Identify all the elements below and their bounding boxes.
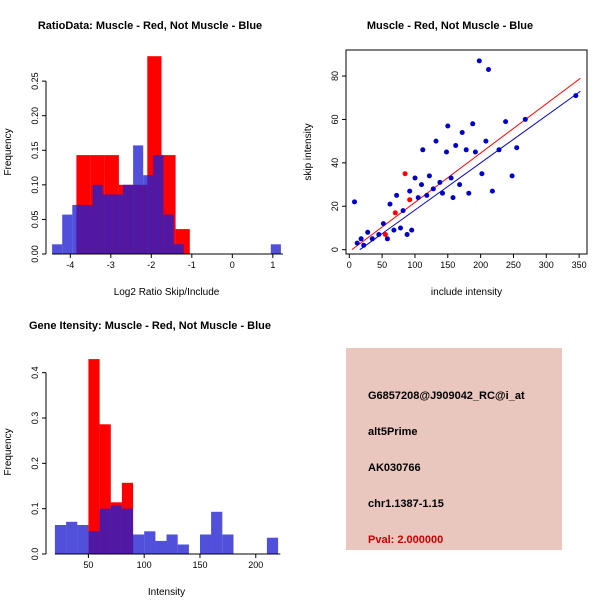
svg-text:200: 200 <box>473 260 488 270</box>
scatter-title: Muscle - Red, Not Muscle - Blue <box>366 20 534 32</box>
gene-intensity-title: Gene Itensity: Muscle - Red, Not Muscle … <box>28 320 272 332</box>
svg-text:Log2 Ratio Skip/Include: Log2 Ratio Skip/Include <box>114 287 220 298</box>
svg-text:-1: -1 <box>188 260 196 270</box>
pval-text: Pval: 2.000000 <box>368 534 444 546</box>
panel-ratio-histogram: RatioData: Muscle - Red, Not Muscle - Bl… <box>0 0 300 300</box>
svg-text:0.00: 0.00 <box>30 245 40 263</box>
svg-text:50: 50 <box>83 560 93 570</box>
probe-id-text: G6857208@J909042_RC@i_at <box>368 390 525 402</box>
svg-text:100: 100 <box>407 260 422 270</box>
info-panel: G6857208@J909042_RC@i_at alt5Prime AK030… <box>346 348 562 550</box>
svg-text:100: 100 <box>137 560 152 570</box>
svg-text:300: 300 <box>539 260 554 270</box>
svg-text:150: 150 <box>440 260 455 270</box>
splice-type-text: alt5Prime <box>368 426 418 438</box>
ratio-histogram-chart: -4 -3 -2 -1 0 1 0.00 0.05 0.10 0.15 0.20 0.25 Log2 R… <box>3 56 283 298</box>
svg-text:Frequency: Frequency <box>3 428 14 475</box>
svg-text:-3: -3 <box>107 260 115 270</box>
locus-text: chr1.1387-1.15 <box>368 498 444 510</box>
svg-text:40: 40 <box>330 158 340 168</box>
svg-text:0.05: 0.05 <box>30 211 40 229</box>
scatter-chart: 0 50 100 150 200 250 300 350 0 20 40 60 80 include in… <box>303 49 588 298</box>
svg-text:0: 0 <box>347 260 352 270</box>
svg-text:50: 50 <box>377 260 387 270</box>
svg-text:0: 0 <box>230 260 235 270</box>
svg-text:80: 80 <box>330 71 340 81</box>
svg-text:1: 1 <box>270 260 275 270</box>
svg-text:250: 250 <box>506 260 521 270</box>
svg-text:0.4: 0.4 <box>30 366 40 379</box>
svg-text:0.25: 0.25 <box>30 72 40 90</box>
svg-text:Frequency: Frequency <box>3 128 14 175</box>
svg-text:150: 150 <box>192 560 207 570</box>
ratio-histogram-title: RatioData: Muscle - Red, Not Muscle - Bl… <box>37 20 263 32</box>
svg-text:0.2: 0.2 <box>30 457 40 470</box>
svg-text:0.15: 0.15 <box>30 142 40 160</box>
svg-text:0.0: 0.0 <box>30 548 40 561</box>
gene-intensity-histogram-chart: 50 100 150 200 0.0 0.1 0.2 0.3 0.4 Intensity Frequ… <box>3 359 281 598</box>
accession-text: AK030766 <box>368 462 421 474</box>
svg-text:skip intensity: skip intensity <box>303 123 314 180</box>
svg-text:200: 200 <box>248 560 263 570</box>
svg-text:0.10: 0.10 <box>30 176 40 194</box>
panel-gene-info: G6857208@J909042_RC@i_at alt5Prime AK030… <box>300 300 600 600</box>
panel-scatter: Muscle - Red, Not Muscle - Blue 0 50 100 15… <box>300 0 600 300</box>
svg-text:include intensity: include intensity <box>431 287 502 298</box>
svg-text:0.20: 0.20 <box>30 107 40 125</box>
svg-text:350: 350 <box>572 260 587 270</box>
svg-text:-2: -2 <box>147 260 155 270</box>
svg-text:0: 0 <box>330 247 340 252</box>
svg-text:0.1: 0.1 <box>30 502 40 515</box>
panel-gene-intensity-histogram: Gene Itensity: Muscle - Red, Not Muscle … <box>0 300 300 600</box>
svg-text:0.3: 0.3 <box>30 412 40 425</box>
svg-text:-4: -4 <box>66 260 74 270</box>
svg-text:60: 60 <box>330 114 340 124</box>
svg-text:20: 20 <box>330 201 340 211</box>
svg-text:Intensity: Intensity <box>148 587 185 598</box>
